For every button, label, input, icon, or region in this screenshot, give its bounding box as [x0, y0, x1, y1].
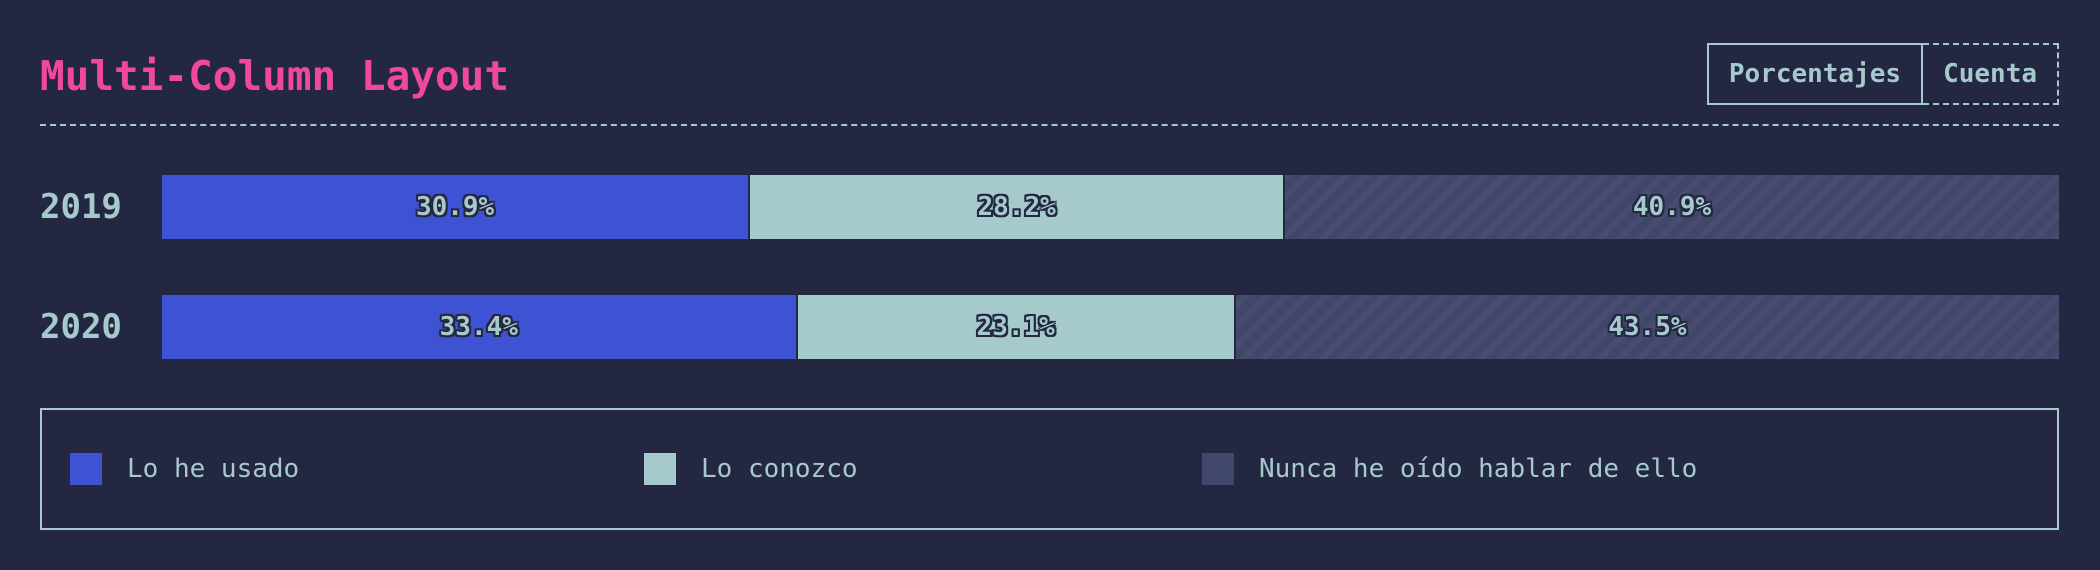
legend-label-known: Lo conozco [701, 454, 858, 484]
bar-value-label: 30.9% [415, 192, 495, 222]
legend-item-used[interactable]: Lo he usado [70, 410, 299, 528]
row-label: 2019 [40, 187, 122, 227]
count-button[interactable]: Cuenta [1923, 43, 2059, 105]
legend-swatch-used [70, 453, 102, 485]
bar-segment-never[interactable]: 43.5% [1233, 295, 2059, 359]
legend: Lo he usado Lo conozco Nunca he oído hab… [40, 408, 2059, 530]
bar-segment-known[interactable]: 23.1% [795, 295, 1234, 359]
bar-segment-never[interactable]: 40.9% [1283, 175, 2059, 239]
bar-value-label: 40.9% [1632, 192, 1712, 222]
legend-swatch-never [1202, 453, 1234, 485]
bar-value-label: 23.1% [976, 312, 1055, 342]
legend-item-never[interactable]: Nunca he oído hablar de ello [1202, 410, 1697, 528]
chart-title: Multi-Column Layout [40, 52, 509, 100]
bar-segment-used[interactable]: 33.4% [162, 295, 796, 359]
bar-value-label: 33.4% [439, 312, 518, 342]
bar-row: 2020 33.4% 23.1% 43.5% [40, 295, 2059, 359]
chart-header: Multi-Column Layout Porcentajes Cuenta [40, 40, 2059, 126]
legend-label-never: Nunca he oído hablar de ello [1259, 454, 1698, 484]
percentages-button[interactable]: Porcentajes [1706, 43, 1924, 105]
bar-value-label: 28.2% [977, 192, 1056, 222]
legend-swatch-known [644, 453, 676, 485]
stacked-bar: 33.4% 23.1% 43.5% [162, 295, 2059, 359]
bar-value-label: 43.5% [1608, 312, 1687, 342]
legend-label-used: Lo he usado [127, 454, 300, 484]
row-label: 2020 [40, 307, 122, 347]
legend-item-known[interactable]: Lo conozco [644, 410, 858, 528]
bar-segment-known[interactable]: 28.2% [748, 175, 1284, 239]
unit-toggle: Porcentajes Cuenta [1706, 43, 2059, 105]
bar-segment-used[interactable]: 30.9% [162, 175, 749, 239]
stacked-bar: 30.9% 28.2% 40.9% [162, 175, 2059, 239]
bar-row: 2019 30.9% 28.2% 40.9% [40, 175, 2059, 239]
